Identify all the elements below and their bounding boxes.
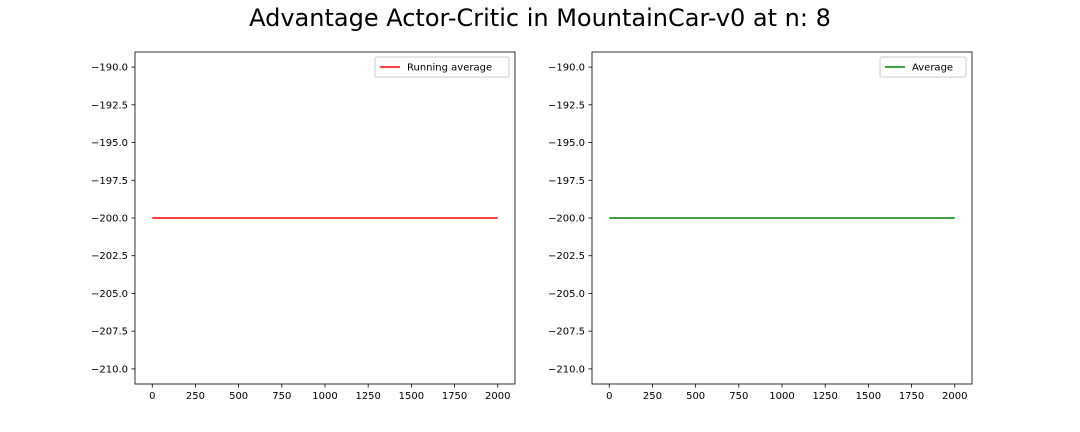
x-tick-label: 1000	[769, 391, 794, 402]
y-tick-label: −197.5	[91, 176, 128, 187]
subplot-1: −190.0 −192.5 −195.0 −197.5 −200.0 −202.5 −205…	[91, 51, 516, 402]
x-tick-label: 500	[229, 391, 248, 402]
x-tick-label: 1250	[355, 391, 380, 402]
figure-title: Advantage Actor-Critic in MountainCar-v0…	[249, 4, 831, 32]
x-tick-label: 1500	[856, 391, 881, 402]
x-tick-label: 1250	[812, 391, 837, 402]
legend-label: Running average	[407, 63, 492, 74]
x-tick-label: 500	[686, 391, 705, 402]
x-tick-label: 250	[186, 391, 205, 402]
y-tick-label: −205.0	[548, 289, 585, 300]
x-tick-label: 750	[272, 391, 291, 402]
y-tick-label: −190.0	[91, 63, 128, 74]
x-tick-label: 1750	[899, 391, 924, 402]
x-tick-label: 750	[729, 391, 748, 402]
y-tick-label: −192.5	[548, 100, 585, 111]
legend-box	[374, 56, 510, 78]
y-tick-label: −200.0	[91, 214, 128, 225]
y-tick-label: −190.0	[548, 63, 585, 74]
y-tick-label: −197.5	[548, 176, 585, 187]
x-tick-label: 1000	[312, 391, 337, 402]
legend-label: Average	[912, 63, 953, 74]
y-tick-label: −200.0	[548, 214, 585, 225]
y-tick-label: −195.0	[91, 138, 128, 149]
y-tick-label: −195.0	[548, 138, 585, 149]
x-tick-label: 0	[606, 391, 612, 402]
x-tick-label: 1750	[442, 391, 467, 402]
y-tick-label: −205.0	[91, 289, 128, 300]
y-tick-label: −202.5	[548, 251, 585, 262]
y-tick-label: −210.0	[548, 364, 585, 375]
y-tick-label: −210.0	[91, 364, 128, 375]
x-tick-label: 0	[149, 391, 155, 402]
y-tick-label: −192.5	[91, 100, 128, 111]
legend-box	[879, 56, 967, 78]
x-tick-label: 2000	[485, 391, 510, 402]
y-tick-label: −207.5	[548, 327, 585, 338]
legend: Running average	[374, 56, 510, 78]
x-tick-label: 1500	[399, 391, 424, 402]
legend: Average	[879, 56, 967, 78]
y-tick-label: −202.5	[91, 251, 128, 262]
subplot-2: −190.0 −192.5 −195.0 −197.5 −200.0 −202.5 −205…	[548, 51, 973, 402]
y-tick-label: −207.5	[91, 327, 128, 338]
x-tick-label: 2000	[942, 391, 967, 402]
x-tick-label: 250	[643, 391, 662, 402]
